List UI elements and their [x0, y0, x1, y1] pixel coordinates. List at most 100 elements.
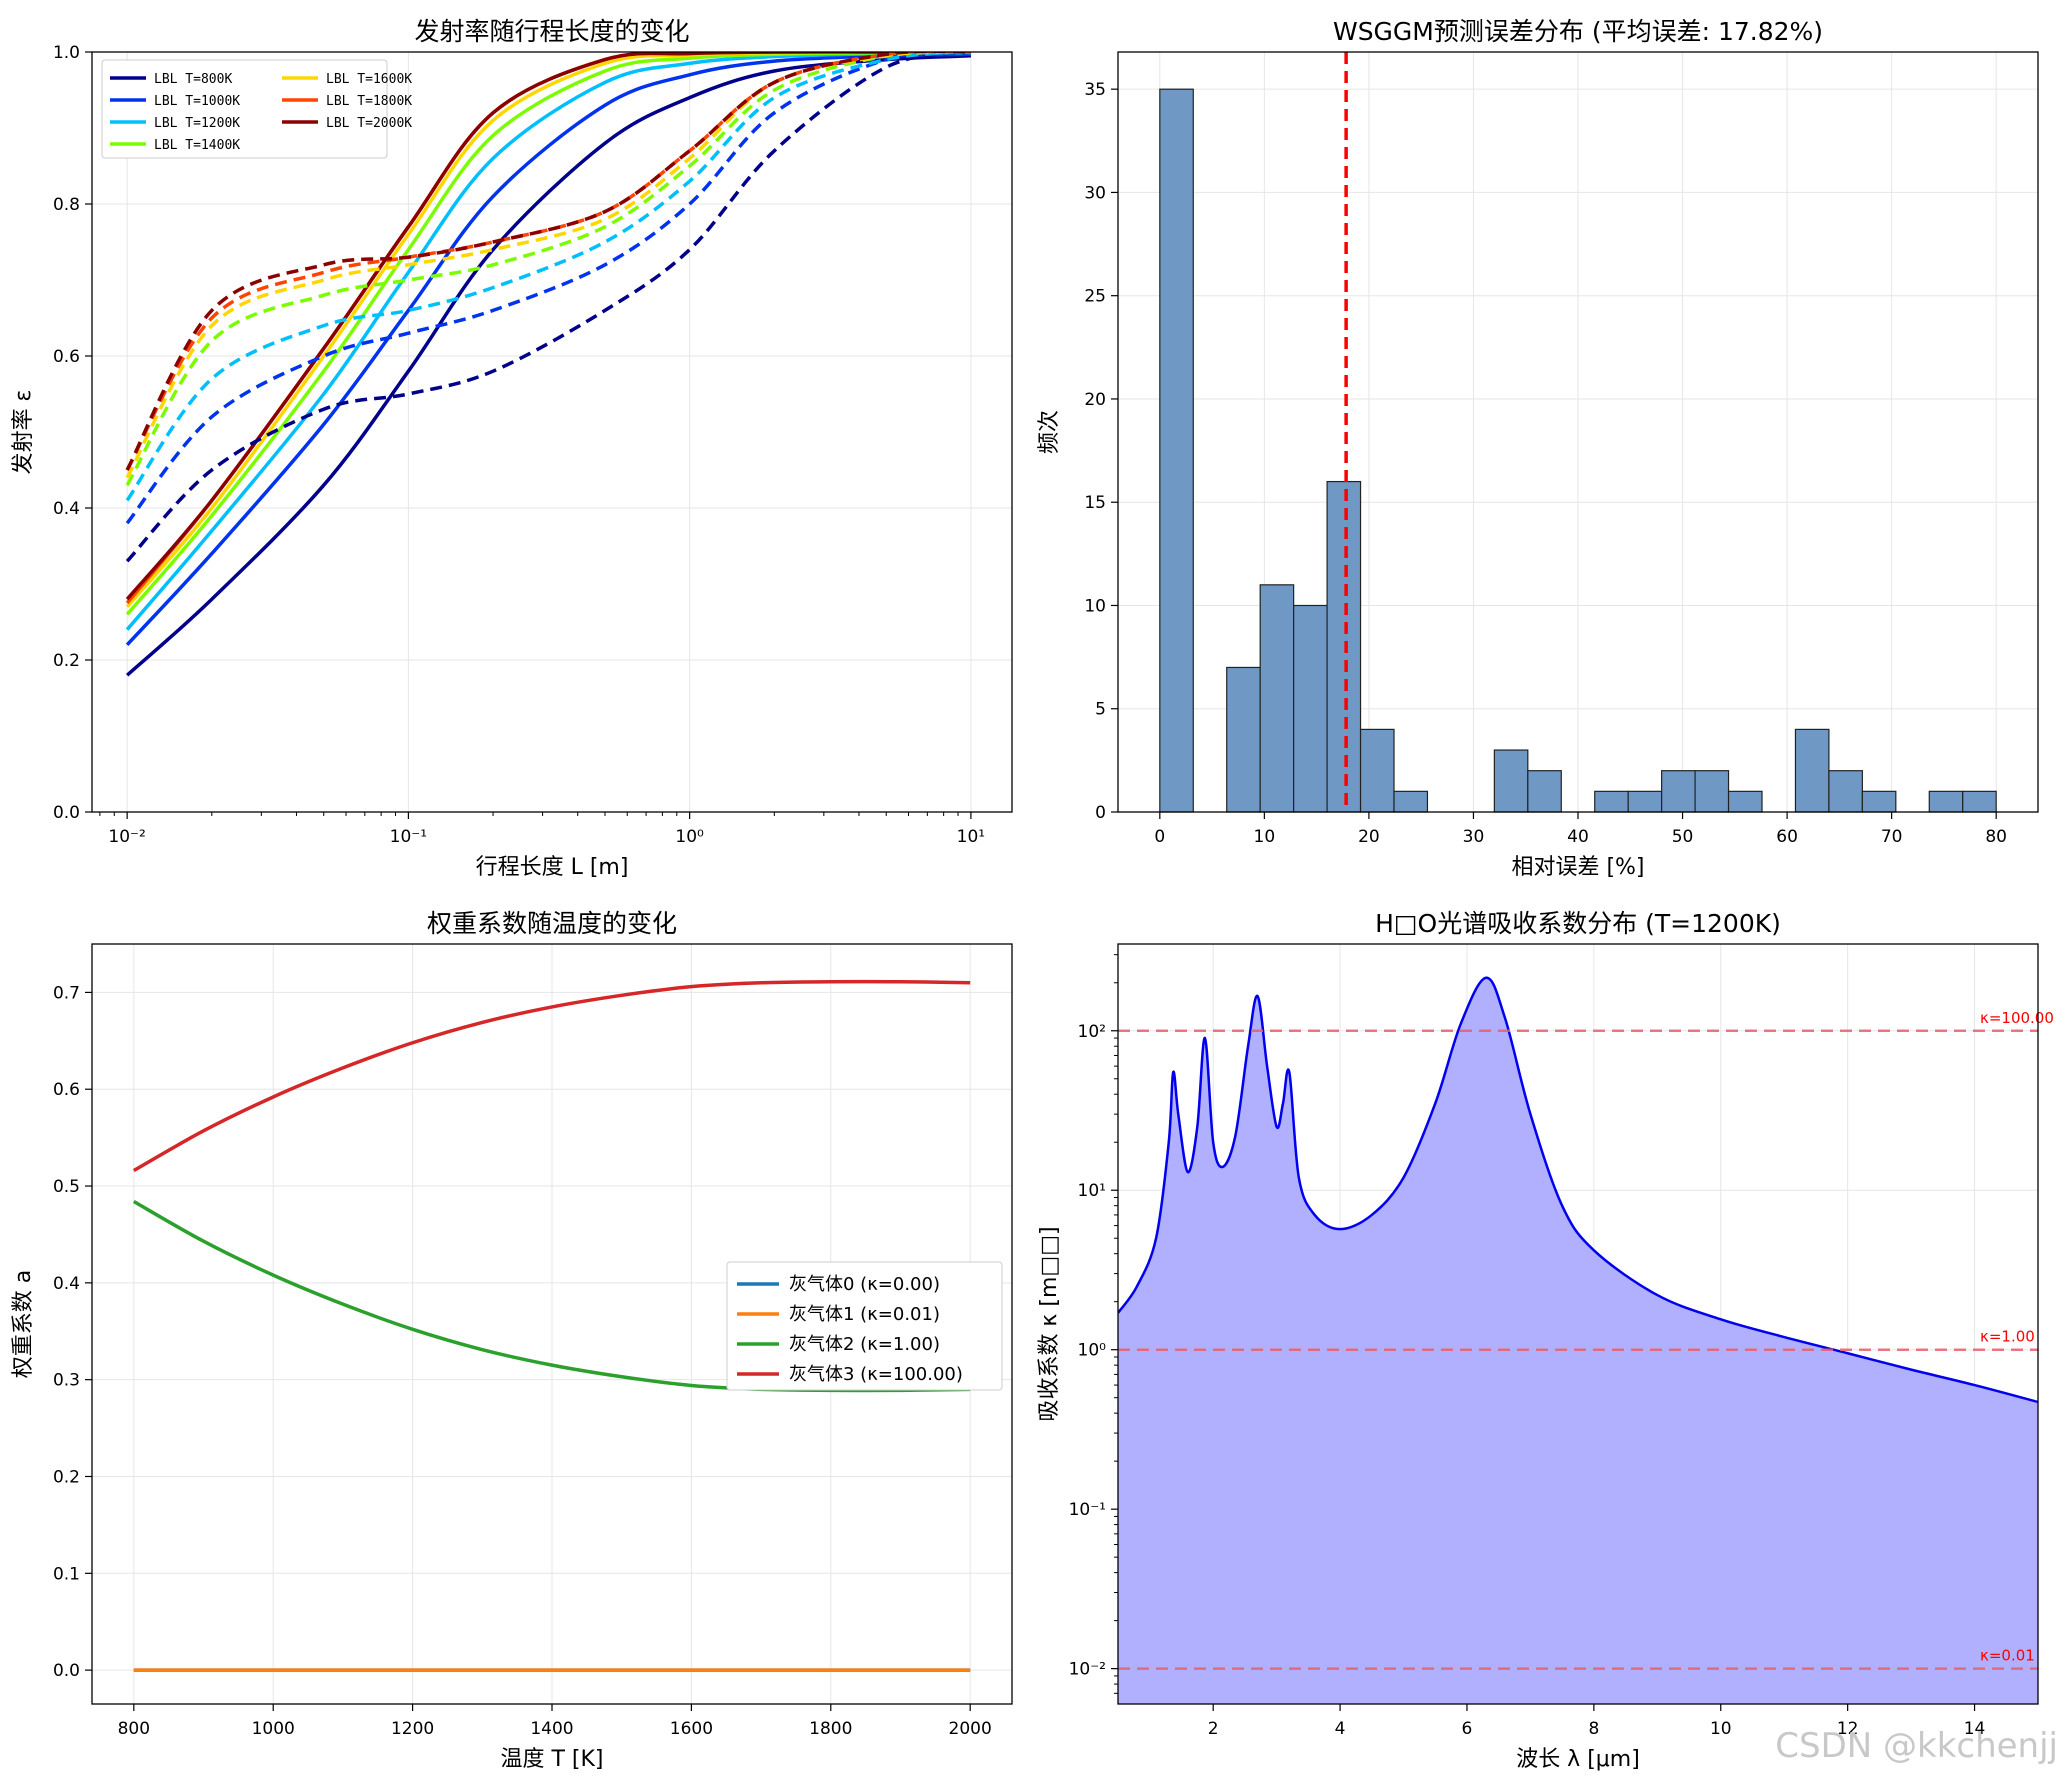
y-tick-label: 10²: [1078, 1022, 1106, 1042]
histogram-bar: [1727, 790, 1763, 813]
axes-frame: [91, 51, 1013, 813]
y-tick-label: 15: [1084, 493, 1106, 513]
y-tick-label: 0.5: [53, 1177, 80, 1197]
legend-box: [101, 59, 388, 159]
y-tick-label: 35: [1084, 80, 1106, 100]
y-tick-label: 0.3: [53, 1371, 80, 1391]
legend-label: LBL T=1800K: [326, 94, 412, 109]
axes-frame: [1117, 943, 2039, 1705]
x-tick-label: 10⁻²: [108, 827, 145, 847]
histogram-bar: [1359, 728, 1395, 813]
plot-area: [132, 979, 971, 1672]
model-line-0: [125, 52, 972, 563]
x-tick-label: 1000: [252, 1719, 295, 1739]
y-tick-label: 0.2: [53, 651, 80, 671]
legend-label: LBL T=1600K: [326, 72, 412, 87]
reference-label: κ=1.00: [1980, 1328, 2035, 1346]
x-tick-label: 1600: [670, 1719, 713, 1739]
y-tick-label: 10⁻¹: [1069, 1500, 1106, 1520]
y-tick-label: 10¹: [1078, 1181, 1106, 1201]
y-tick-label: 5: [1095, 700, 1106, 720]
watermark: CSDN @kkchenjj: [1775, 1726, 2058, 1766]
y-tick-label: 10⁰: [1078, 1341, 1107, 1361]
x-axis-label: 温度 T [K]: [500, 1747, 603, 1772]
model-line-1: [125, 52, 972, 525]
histogram-bar: [1828, 770, 1863, 813]
y-axis-label: 权重系数 a: [11, 1270, 36, 1378]
reference-label: κ=100.00: [1980, 1009, 2054, 1027]
x-tick-label: 0: [1154, 827, 1165, 847]
x-tick-label: 10⁻¹: [390, 827, 427, 847]
legend-label: 灰气体3 (κ=100.00): [789, 1364, 963, 1385]
axes-frame: [1117, 51, 2039, 813]
legend-label: 灰气体2 (κ=1.00): [789, 1334, 940, 1355]
y-tick-label: 0.6: [53, 1080, 80, 1100]
y-tick-label: 0.0: [53, 1661, 80, 1681]
legend-label: LBL T=1400K: [154, 138, 240, 153]
y-axis-label: 发射率 ε: [11, 390, 36, 475]
y-axis-label: 吸收系数 κ [m□□]: [1037, 1226, 1062, 1421]
legend-label: LBL T=1000K: [154, 94, 240, 109]
histogram-bar: [1226, 666, 1261, 813]
legend-label: 灰气体1 (κ=0.01): [789, 1304, 940, 1325]
histogram-bar: [1962, 790, 1997, 813]
x-tick-label: 20: [1358, 827, 1380, 847]
histogram-bar: [1493, 749, 1529, 813]
chart-1: 10⁻² 10⁻¹ 10⁰ 10¹ 0.0 0.2 0.4 0.6 0.8 1.0 发射率随行程长度…: [11, 17, 1013, 880]
x-tick-label: 1800: [809, 1719, 852, 1739]
absorption-area: [1118, 977, 2038, 1704]
chart-title: WSGGM预测误差分布 (平均误差: 17.82%): [1333, 17, 1823, 46]
x-tick-label: 10¹: [957, 827, 985, 847]
chart-title: 发射率随行程长度的变化: [414, 17, 689, 46]
x-tick-label: 14: [1964, 1719, 1986, 1739]
y-tick-label: 0.4: [53, 499, 80, 519]
y-tick-label: 0.2: [53, 1467, 80, 1487]
x-tick-label: 10⁰: [675, 827, 704, 847]
x-axis-label: 相对误差 [%]: [1511, 855, 1644, 880]
y-tick-label: 0.8: [53, 195, 80, 215]
legend-label: LBL T=800K: [154, 72, 232, 87]
y-tick-label: 0.6: [53, 347, 80, 367]
legend-label: 灰气体0 (κ=0.00): [789, 1274, 940, 1295]
x-tick-label: 60: [1776, 827, 1798, 847]
reference-label: κ=0.01: [1980, 1647, 2035, 1665]
y-tick-label: 20: [1084, 390, 1106, 410]
x-tick-label: 50: [1672, 827, 1694, 847]
histogram-bar: [1293, 604, 1328, 813]
x-tick-label: 40: [1567, 827, 1589, 847]
y-tick-label: 0.4: [53, 1274, 80, 1294]
x-tick-label: 30: [1463, 827, 1485, 847]
histogram-bar: [1326, 480, 1362, 813]
histogram-bar: [1627, 790, 1663, 813]
chart-4: 2 4 6 8 10 12 14 10⁻² 10⁻¹ 10⁰ 10¹ 10² H□O光谱吸收系数分布 (…: [1037, 909, 2054, 1772]
x-axis-label: 波长 λ [μm]: [1516, 1747, 1640, 1772]
histogram-bar: [1861, 790, 1897, 813]
x-tick-label: 2: [1208, 1719, 1219, 1739]
y-tick-label: 30: [1084, 183, 1106, 203]
lbl-line-6: [125, 52, 971, 601]
absorption-line: [1118, 976, 2038, 1404]
x-axis-label: 行程长度 L [m]: [476, 855, 629, 880]
lbl-line-1: [125, 52, 971, 646]
histogram-bar: [1393, 790, 1429, 813]
x-tick-label: 800: [118, 1719, 150, 1739]
legend-label: LBL T=1200K: [154, 116, 240, 131]
x-tick-label: 6: [1462, 1719, 1473, 1739]
plot-area: [125, 52, 972, 677]
y-tick-label: 25: [1084, 287, 1106, 307]
x-tick-label: 70: [1881, 827, 1903, 847]
model-line-2: [125, 52, 972, 502]
y-tick-label: 0.1: [53, 1564, 80, 1584]
x-tick-label: 8: [1588, 1719, 1599, 1739]
chart-title: H□O光谱吸收系数分布 (T=1200K): [1375, 909, 1781, 938]
axes-frame: [91, 943, 1013, 1705]
y-axis-label: 频次: [1037, 410, 1062, 454]
y-tick-label: 0.7: [53, 983, 80, 1003]
y-tick-label: 0.0: [53, 803, 80, 823]
histogram-bar: [1928, 790, 1964, 813]
x-tick-label: 1200: [391, 1719, 434, 1739]
legend-box: [726, 1261, 1003, 1391]
histogram-bar: [1527, 770, 1562, 813]
plot-area: [1159, 52, 1997, 813]
x-tick-label: 10: [1710, 1719, 1732, 1739]
